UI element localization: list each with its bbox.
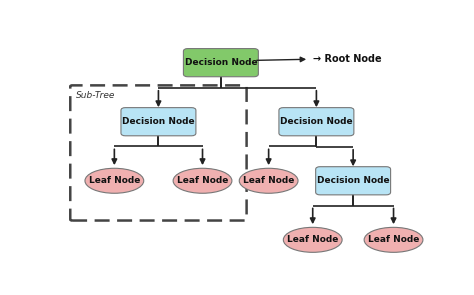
Text: Leaf Node: Leaf Node	[243, 176, 294, 185]
Text: Leaf Node: Leaf Node	[368, 235, 419, 244]
FancyBboxPatch shape	[183, 49, 258, 77]
Ellipse shape	[239, 168, 298, 193]
FancyBboxPatch shape	[316, 167, 391, 195]
Text: Leaf Node: Leaf Node	[89, 176, 140, 185]
FancyBboxPatch shape	[121, 108, 196, 136]
Text: Sub-Tree: Sub-Tree	[76, 91, 115, 100]
Ellipse shape	[364, 227, 423, 252]
Ellipse shape	[85, 168, 144, 193]
Ellipse shape	[173, 168, 232, 193]
Text: Decision Node: Decision Node	[184, 58, 257, 67]
FancyBboxPatch shape	[279, 108, 354, 136]
Text: → Root Node: → Root Node	[313, 54, 382, 64]
Ellipse shape	[283, 227, 342, 252]
Text: Decision Node: Decision Node	[122, 117, 195, 126]
Text: Decision Node: Decision Node	[317, 176, 390, 185]
Text: Leaf Node: Leaf Node	[177, 176, 228, 185]
Text: Leaf Node: Leaf Node	[287, 235, 338, 244]
Text: Decision Node: Decision Node	[280, 117, 353, 126]
